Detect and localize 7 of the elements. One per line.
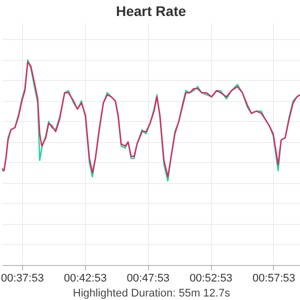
x-tick-label: 00:47:53 <box>126 272 170 284</box>
x-tick-label: 00:57:53 <box>252 272 296 284</box>
x-tick-label: 00:42:53 <box>64 272 107 284</box>
text: Highlighted Duration: 55m 12.7s <box>72 288 231 300</box>
chart-title: Heart Rate <box>116 3 186 19</box>
x-tick-label: 00:37:53 <box>0 272 44 284</box>
x-tick-label: 00:52:53 <box>190 272 232 284</box>
